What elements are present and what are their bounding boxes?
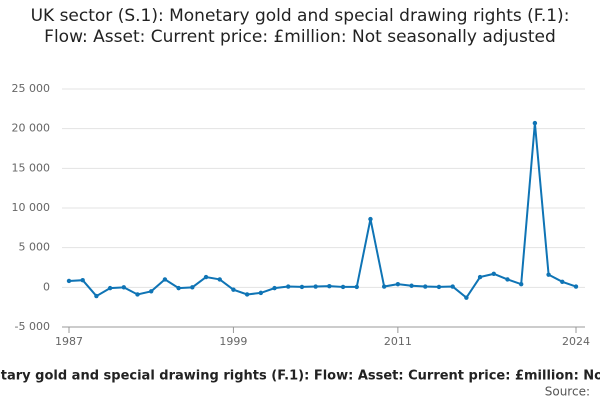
data-point (66, 278, 72, 284)
x-tick-label: 2011 (384, 335, 412, 348)
data-point (327, 283, 332, 289)
y-tick-label: 15 000 (12, 161, 51, 174)
data-point (299, 284, 305, 290)
data-point (135, 292, 140, 297)
x-axis-label: UK sector (S.1): Monetary gold and speci… (0, 369, 600, 384)
data-point (231, 287, 236, 292)
y-tick-label: 20 000 (12, 122, 51, 135)
data-point (340, 284, 346, 290)
data-point (286, 284, 291, 289)
data-point (546, 272, 551, 277)
data-point (80, 277, 85, 283)
data-point (121, 285, 127, 290)
data-point (107, 285, 113, 291)
data-point (354, 284, 359, 290)
y-tick-label: -5 000 (15, 320, 50, 333)
x-tick-label: 1999 (219, 335, 247, 348)
data-point (436, 284, 442, 290)
data-point (203, 274, 209, 280)
data-point (395, 281, 401, 287)
data-point (94, 293, 99, 299)
data-point (162, 277, 168, 282)
data-point (409, 283, 414, 288)
data-point (560, 279, 565, 284)
data-point (532, 120, 538, 126)
y-tick-label: 25 000 (12, 82, 51, 95)
data-point (423, 284, 428, 289)
data-point (573, 284, 579, 289)
data-point (313, 284, 318, 289)
data-point (505, 277, 510, 282)
data-point (176, 285, 181, 291)
x-tick-label: 1987 (55, 335, 83, 348)
data-point (491, 271, 496, 277)
chart-title: UK sector (S.1): Monetary gold and speci… (30, 6, 570, 47)
data-point (149, 289, 154, 294)
data-point (258, 290, 264, 296)
data-point (190, 285, 195, 290)
y-tick-label: 10 000 (12, 201, 51, 214)
data-point (368, 216, 373, 222)
y-tick-label: 0 (43, 280, 50, 293)
data-point (518, 281, 524, 287)
data-point (217, 277, 222, 282)
data-line (68, 123, 577, 300)
y-tick-label: 5 000 (19, 241, 51, 254)
data-point (272, 285, 277, 291)
data-point (244, 292, 250, 297)
data-point (450, 284, 455, 289)
data-point (464, 295, 469, 300)
x-tick-label: 2024 (562, 335, 590, 348)
data-point (381, 284, 387, 289)
data-point (477, 274, 483, 280)
source: Source: (545, 385, 590, 399)
